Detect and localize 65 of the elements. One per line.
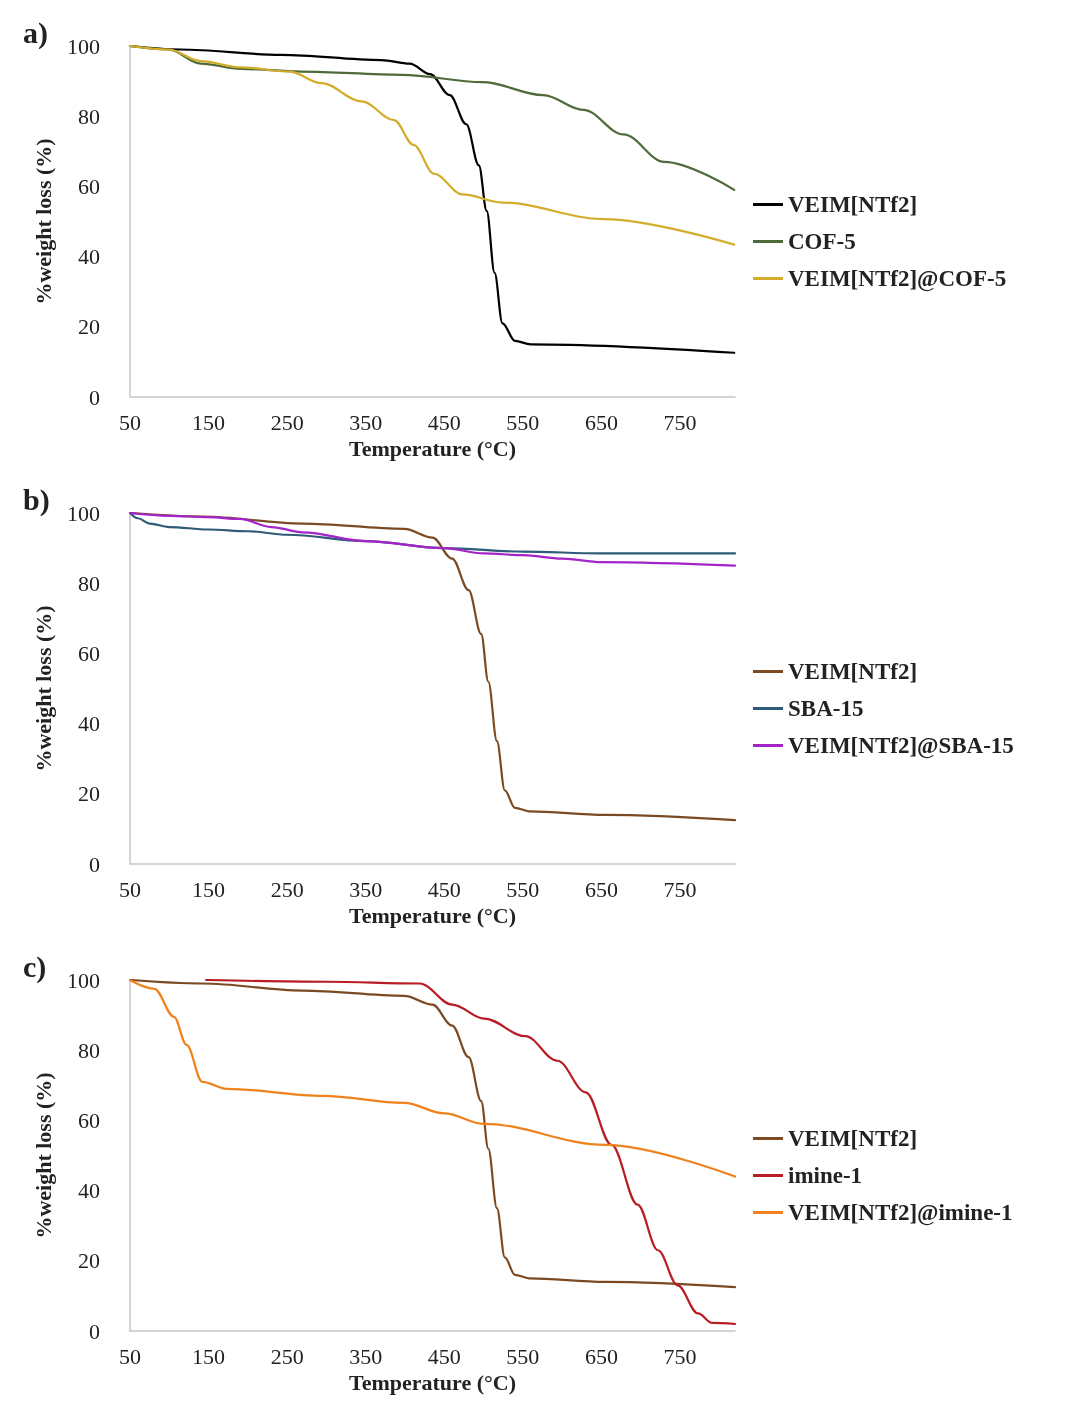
x-tick-label: 750 (663, 409, 697, 435)
chart-title: c) (23, 949, 47, 984)
x-tick-label: 750 (663, 1343, 697, 1369)
legend-label: imine-1 (788, 1163, 863, 1188)
x-tick-label: 150 (192, 876, 226, 902)
x-tick-label: 650 (584, 876, 618, 902)
x-axis-title: Temperature (°C) (348, 436, 517, 462)
y-tick-label: 20 (78, 1248, 100, 1274)
x-tick-label: 250 (270, 409, 304, 435)
legend-label: VEIM[NTf2]@imine-1 (788, 1200, 1013, 1226)
y-tick-label: 100 (67, 33, 100, 59)
x-tick-label: 550 (506, 409, 540, 435)
x-tick-label: 450 (427, 409, 461, 435)
x-tick-label: 350 (349, 876, 383, 902)
x-tick-label: 550 (506, 876, 540, 902)
legend-label: VEIM[NTf2]@COF-5 (788, 266, 1007, 292)
x-tick-label: 650 (584, 409, 618, 435)
x-tick-label: 250 (270, 876, 304, 902)
x-tick-label: 450 (427, 1343, 461, 1369)
x-tick-label: 650 (584, 1343, 618, 1369)
x-tick-label: 50 (119, 876, 141, 902)
y-axis-title: %weight loss (%) (30, 605, 56, 772)
legend-label: VEIM[NTf2]@SBA-15 (788, 733, 1014, 759)
line-series (128, 978, 737, 1178)
x-tick-label: 750 (663, 876, 697, 902)
line-series (205, 978, 737, 1326)
y-tick-label: 0 (89, 384, 100, 410)
x-tick-label: 350 (349, 1343, 383, 1369)
legend-label: VEIM[NTf2] (788, 1126, 918, 1151)
legend-label: SBA-15 (788, 696, 864, 721)
y-tick-label: 80 (78, 103, 100, 129)
x-tick-label: 150 (192, 409, 226, 435)
y-axis-title: %weight loss (%) (30, 138, 56, 305)
x-axis-title: Temperature (°C) (348, 903, 517, 929)
legend-label: VEIM[NTf2] (788, 192, 918, 217)
chart-title: b) (23, 482, 50, 517)
y-tick-label: 0 (89, 851, 100, 877)
y-tick-label: 100 (67, 500, 100, 526)
x-tick-label: 150 (192, 1343, 226, 1369)
y-tick-label: 20 (78, 314, 100, 340)
line-series (128, 978, 737, 1289)
x-axis-title: Temperature (°C) (348, 1370, 517, 1396)
x-tick-label: 50 (119, 409, 141, 435)
line-series (128, 44, 736, 246)
x-tick-label: 450 (427, 876, 461, 902)
chart-title: a) (23, 15, 48, 50)
y-tick-label: 60 (78, 173, 100, 199)
y-tick-label: 100 (67, 967, 100, 993)
legend-label: COF-5 (788, 229, 856, 254)
y-tick-label: 60 (78, 1107, 100, 1133)
x-tick-label: 50 (119, 1343, 141, 1369)
y-tick-label: 40 (78, 711, 100, 737)
x-tick-label: 250 (270, 1343, 304, 1369)
y-tick-label: 0 (89, 1318, 100, 1344)
y-axis-title: %weight loss (%) (30, 1072, 56, 1239)
legend-label: VEIM[NTf2] (788, 659, 918, 684)
line-series (128, 511, 737, 567)
y-tick-label: 80 (78, 1037, 100, 1063)
y-tick-label: 40 (78, 244, 100, 270)
x-tick-label: 350 (349, 409, 383, 435)
y-tick-label: 40 (78, 1178, 100, 1204)
x-tick-label: 550 (506, 1343, 540, 1369)
y-tick-label: 80 (78, 570, 100, 596)
y-tick-label: 60 (78, 640, 100, 666)
y-tick-label: 20 (78, 781, 100, 807)
